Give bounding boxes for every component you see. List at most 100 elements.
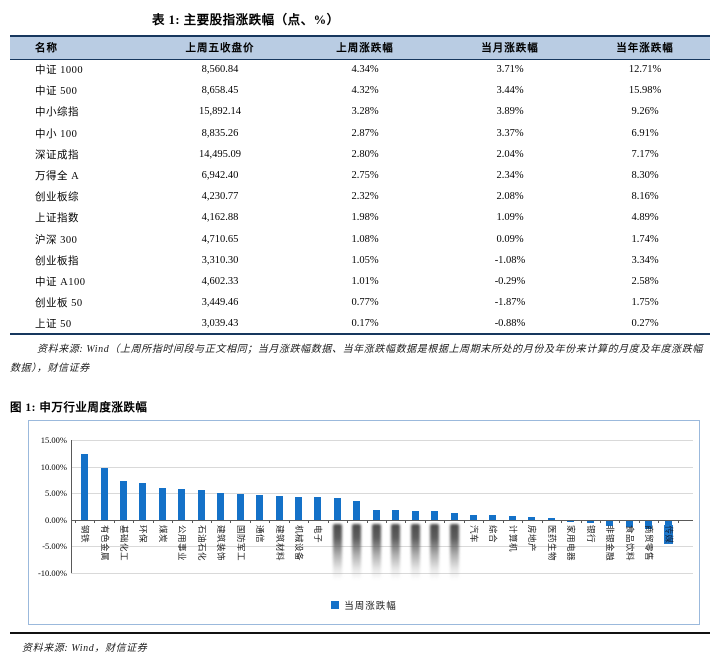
- value-cell: 3.34%: [631, 254, 659, 266]
- x-axis-tick: [580, 519, 582, 523]
- weekly-change-bar: [236, 494, 244, 520]
- value-cell: 3.71%: [496, 64, 524, 76]
- value-cell: 3,039.43: [201, 317, 239, 329]
- weekly-change-bar: [333, 498, 341, 520]
- weekly-change-bar: [372, 509, 380, 520]
- industry-label: 机械设备: [293, 524, 304, 561]
- index-name-cell: 上证指数: [35, 213, 79, 225]
- table-row: 创业板综 4,230.77 2.32% 2.08% 8.16%: [10, 186, 710, 207]
- industry-weekly-change-chart: 15.00% 10.00% 5.00% 0.00% -5.00% -10.00% 钢铁 有色金…: [28, 420, 700, 625]
- value-cell: 6.91%: [631, 127, 659, 139]
- weekly-change-bar: [411, 510, 419, 520]
- value-cell: 15,892.14: [199, 106, 241, 118]
- y-axis-tick-label: 15.00%: [40, 435, 67, 445]
- table-row: 沪深 300 4,710.65 1.08% 0.09% 1.74%: [10, 229, 710, 250]
- value-cell: 3.37%: [496, 127, 524, 139]
- industry-label: 非银金融: [605, 524, 616, 561]
- weekly-change-bar: [392, 510, 400, 520]
- table-row: 深证成指 14,495.09 2.80% 2.04% 7.17%: [10, 144, 710, 165]
- value-cell: 1.08%: [351, 233, 379, 245]
- x-axis-tick: [502, 519, 504, 523]
- weekly-change-bar: [625, 520, 633, 528]
- value-cell: 4.89%: [631, 212, 659, 224]
- table-row: 上证 50 3,039.43 0.17% -0.88% 0.27%: [10, 313, 710, 334]
- gridline: [71, 493, 693, 495]
- table-row: 上证指数 4,162.88 1.98% 1.09% 4.89%: [10, 207, 710, 228]
- x-axis-tick: [619, 519, 621, 523]
- value-cell: 3.89%: [496, 106, 524, 118]
- value-cell: 8,560.84: [201, 64, 239, 76]
- weekly-change-bar: [197, 489, 205, 520]
- weekly-change-bar: [606, 520, 614, 526]
- y-axis-tick-label: 5.00%: [45, 488, 67, 499]
- industry-label: 环保: [138, 524, 149, 543]
- industry-label: 食品饮料: [624, 524, 635, 561]
- table-row: 中证 1000 8,560.84 4.34% 3.71% 12.71%: [10, 59, 710, 80]
- x-axis-tick: [638, 519, 640, 523]
- index-name-cell: 中证 A100: [35, 276, 86, 288]
- x-axis-tick: [210, 519, 212, 523]
- column-header: 当月涨跌幅: [481, 43, 539, 55]
- table-row: 创业板指 3,310.30 1.05% -1.08% 3.34%: [10, 250, 710, 271]
- industry-label: 煤炭: [157, 524, 168, 543]
- value-cell: 0.77%: [351, 297, 379, 309]
- weekly-change-bar: [139, 482, 147, 520]
- industry-label: 银行: [585, 524, 596, 543]
- x-axis-tick: [133, 519, 135, 523]
- table-title: 表 1: 主要股指涨跌幅（点、%）: [152, 13, 340, 27]
- x-axis-tick: [347, 519, 349, 523]
- table-row: 万得全 A 6,942.40 2.75% 2.34% 8.30%: [10, 165, 710, 186]
- x-axis-tick: [230, 519, 232, 523]
- index-name-cell: 中证 500: [35, 86, 78, 98]
- weekly-change-bar: [81, 453, 88, 520]
- x-axis-tick: [658, 519, 660, 523]
- index-performance-table: 名称 上周五收盘价 上周涨跌幅 当月涨跌幅 当年涨跌幅 中证 1000 8,560.84 4…: [10, 35, 710, 336]
- value-cell: 4,602.33: [201, 275, 239, 287]
- gridline: [71, 440, 693, 441]
- value-cell: 8.30%: [631, 170, 659, 182]
- gridline: [71, 572, 693, 574]
- value-cell: 2.58%: [631, 275, 659, 287]
- value-cell: 1.74%: [631, 233, 659, 245]
- value-cell: 8.16%: [631, 191, 659, 203]
- table-row: 创业板 50 3,449.46 0.77% -1.87% 1.75%: [10, 292, 710, 313]
- index-name-cell: 上证 50: [35, 318, 72, 330]
- x-axis-tick: [424, 519, 426, 523]
- x-axis-tick: [113, 519, 115, 523]
- table-row: 中小 100 8,835.26 2.87% 3.37% 6.91%: [10, 123, 710, 144]
- industry-label: 建筑装饰: [216, 524, 227, 561]
- weekly-change-bar: [586, 520, 594, 524]
- weekly-change-bar: [645, 520, 652, 529]
- value-cell: 12.71%: [628, 64, 662, 76]
- x-axis-tick: [152, 519, 154, 523]
- value-cell: -0.88%: [494, 317, 526, 329]
- value-cell: 4,710.65: [201, 233, 239, 245]
- weekly-change-bar: [256, 494, 263, 520]
- x-axis-tick: [191, 519, 193, 523]
- index-name-cell: 中证 1000: [35, 65, 84, 77]
- chart-legend: 当周涨跌幅: [29, 597, 699, 613]
- value-cell: 3,310.30: [201, 254, 239, 266]
- table-row: 中小综指 15,892.14 3.28% 3.89% 9.26%: [10, 101, 710, 122]
- table-header-row: 名称 上周五收盘价 上周涨跌幅 当月涨跌幅 当年涨跌幅: [10, 36, 710, 59]
- value-cell: 14,495.09: [199, 148, 241, 160]
- weekly-change-bar: [178, 489, 186, 520]
- industry-label: 电子: [313, 524, 324, 543]
- value-cell: 3.44%: [496, 85, 524, 97]
- weekly-change-bar: [528, 516, 536, 520]
- industry-label: 国防军工: [235, 524, 246, 561]
- value-cell: 0.27%: [631, 317, 659, 329]
- weekly-change-bar: [450, 513, 458, 520]
- industry-label-highlighted: 传媒: [663, 524, 674, 544]
- x-axis-tick: [269, 519, 271, 523]
- industry-label: 计算机: [507, 524, 518, 552]
- index-name-cell: 创业板指: [35, 255, 79, 267]
- y-axis-tick-label: -5.00%: [42, 541, 67, 552]
- value-cell: 2.32%: [351, 191, 379, 203]
- value-cell: 0.17%: [351, 317, 379, 329]
- x-axis-tick: [249, 519, 251, 523]
- industry-label: 通信: [255, 524, 265, 543]
- table-row: 中证 500 8,658.45 4.32% 3.44% 15.98%: [10, 80, 710, 101]
- value-cell: 1.09%: [496, 212, 524, 224]
- industry-label: 石油石化: [196, 524, 207, 561]
